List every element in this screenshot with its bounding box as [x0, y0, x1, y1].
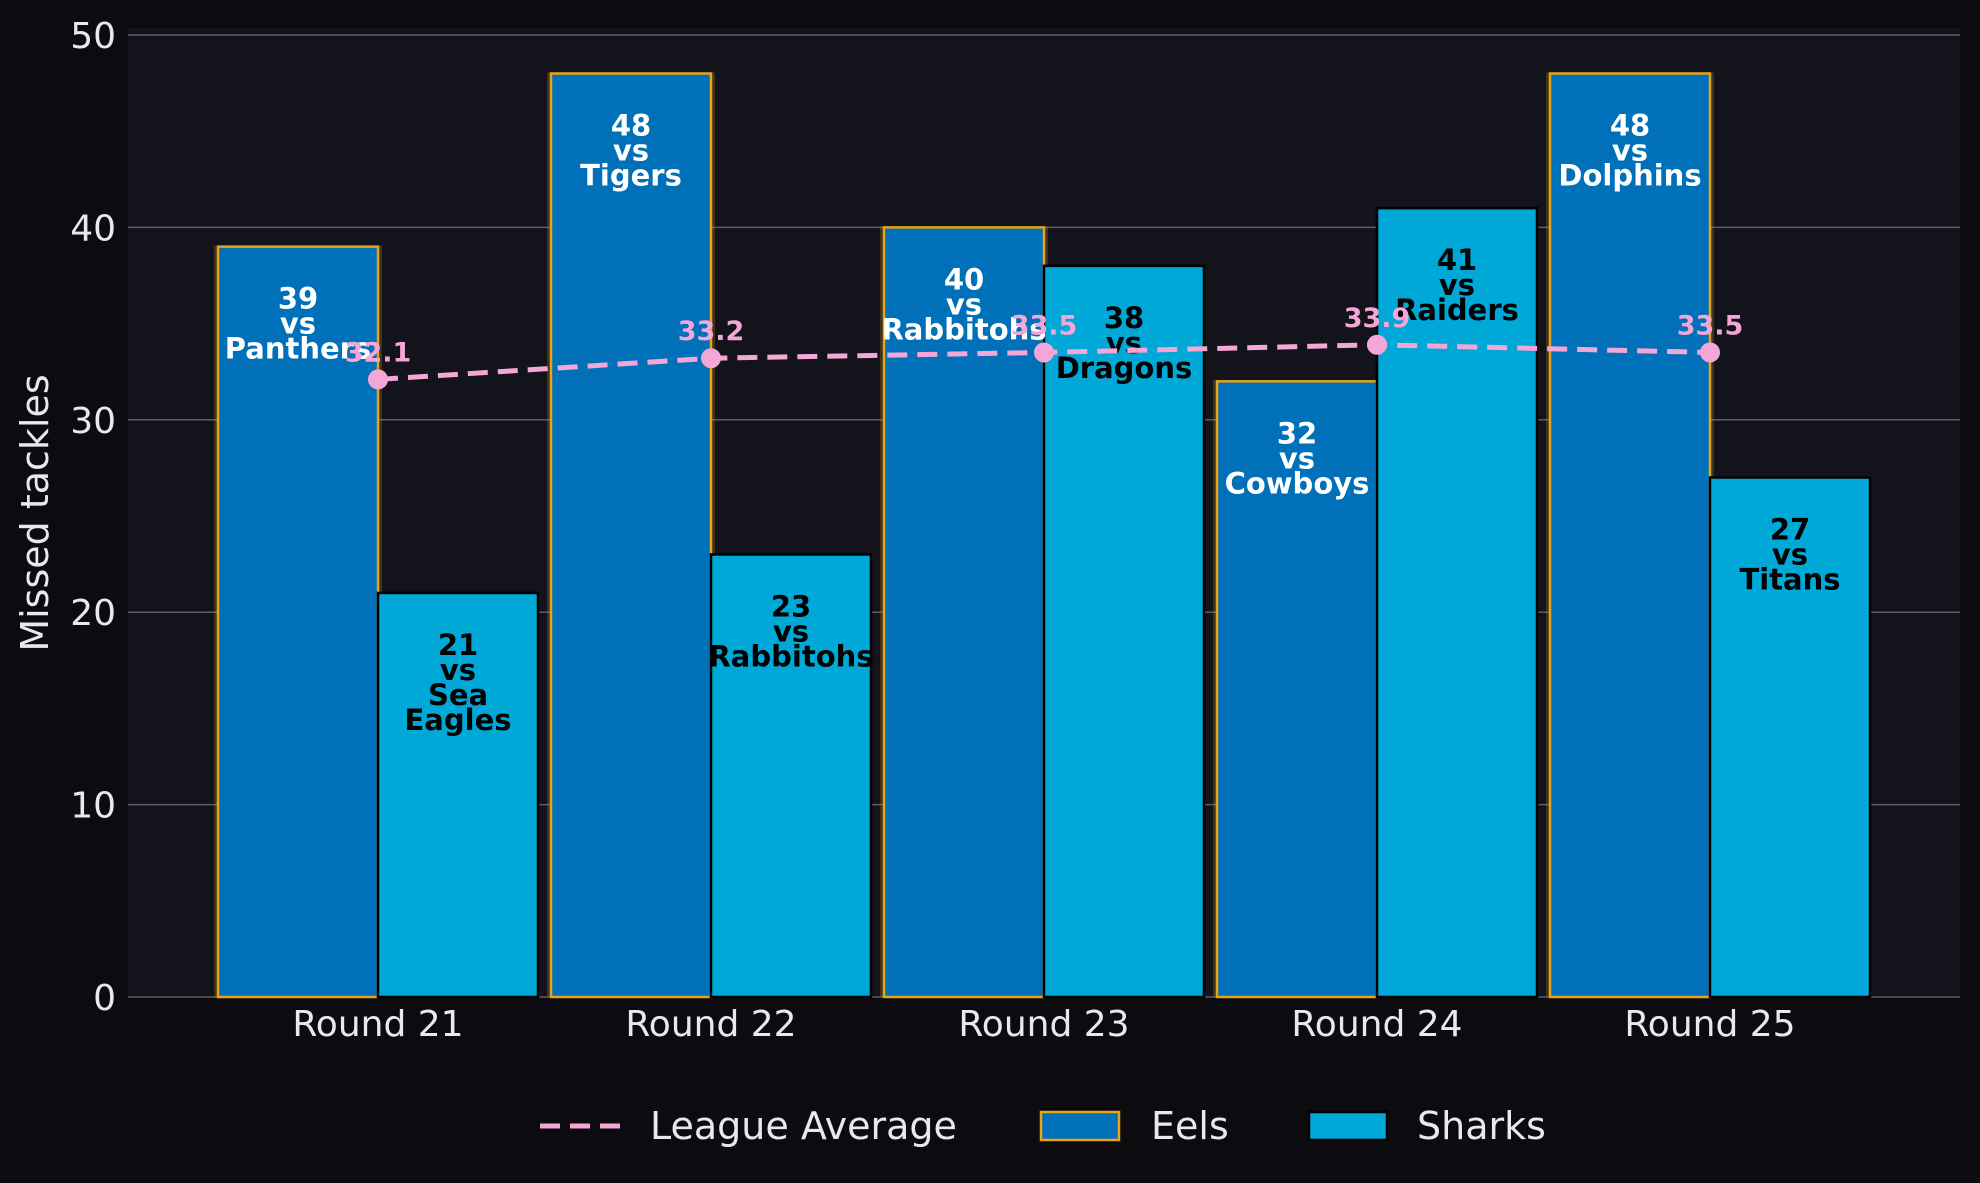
sharks-bar-label-4-line-0: 41	[1437, 243, 1477, 277]
league-average-point-3	[1034, 342, 1054, 363]
eels-bar-label-3-line-2: Rabbitohs	[881, 312, 1046, 346]
eels-bar-label-3-line-1: vs	[946, 287, 982, 321]
y-tick-label-20: 20	[70, 593, 116, 634]
legend-swatch-sharks	[1307, 1110, 1389, 1142]
eels-bar-label-4-line-1: vs	[1279, 441, 1315, 475]
sharks-bar-label-1-line-3: Eagles	[404, 703, 511, 737]
eels-bar-label-5-line-2: Dolphins	[1558, 158, 1701, 192]
league-average-label-1: 32.1	[345, 337, 412, 368]
sharks-bar-label-1-line-1: vs	[440, 653, 476, 687]
league-average-label-4: 33.9	[1344, 303, 1411, 334]
sharks-bar-label-3-line-2: Dragons	[1056, 351, 1193, 385]
sharks-bar-label-2-line-1: vs	[773, 614, 809, 648]
league-average-label-5: 33.5	[1677, 310, 1744, 341]
sharks-bar-label-5-line-0: 27	[1770, 513, 1810, 547]
y-axis-title: Missed tackles	[13, 374, 57, 651]
x-tick-label-1: Round 21	[292, 1004, 463, 1045]
league-average-point-2	[701, 348, 721, 369]
eels-bar-label-4-line-2: Cowboys	[1225, 466, 1370, 500]
legend-swatch-eels	[1039, 1110, 1121, 1142]
x-tick-label-4: Round 24	[1291, 1004, 1462, 1045]
bars	[214, 72, 1872, 999]
sharks-bar-label-4-line-1: vs	[1439, 268, 1475, 302]
eels-bar-round-2	[549, 72, 713, 999]
eels-bar-label-2-line-1: vs	[613, 133, 649, 167]
legend-label-eels: Eels	[1151, 1104, 1229, 1148]
eels-bar-round-5	[1548, 72, 1712, 999]
eels-bar-label-5-line-1: vs	[1612, 133, 1648, 167]
sharks-bar-label-3-line-0: 38	[1104, 301, 1144, 335]
sharks-bar-label-2-line-2: Rabbitohs	[708, 639, 873, 673]
sharks-bar-round-5	[1708, 476, 1872, 999]
legend-label-league-average: League Average	[650, 1104, 957, 1148]
sharks-bar-label-3-line-1: vs	[1106, 326, 1142, 360]
eels-bar-label-1-line-2: Panthers	[225, 332, 371, 366]
league-average-point-4	[1367, 334, 1387, 355]
x-tick-label-2: Round 22	[625, 1004, 796, 1045]
y-tick-label-40: 40	[70, 208, 116, 249]
sharks-bar-label-4-line-2: Raiders	[1395, 293, 1519, 327]
x-tick-label-5: Round 25	[1624, 1004, 1795, 1045]
eels-bar-label-5-line-0: 48	[1610, 108, 1650, 142]
eels-bar-label-2-line-2: Tigers	[580, 158, 682, 192]
league-average-point-1	[368, 369, 388, 390]
y-tick-label-30: 30	[70, 401, 116, 442]
sharks-bar-round-3	[1042, 264, 1206, 999]
eels-bar-label-4-line-0: 32	[1277, 416, 1317, 450]
legend-label-sharks: Sharks	[1417, 1104, 1546, 1148]
eels-bar-label-1-line-1: vs	[280, 307, 316, 341]
y-axis-ticks: 0 10 20 30 40 50	[70, 16, 116, 1019]
league-average-series: 32.1 33.2 33.5 33.9 33.5	[345, 303, 1744, 390]
y-tick-label-50: 50	[70, 16, 116, 57]
eels-bar-label-2-line-0: 48	[611, 108, 651, 142]
eels-bar-label-3-line-0: 40	[944, 262, 984, 296]
sharks-bar-label-1-line-0: 21	[438, 628, 478, 662]
x-tick-label-3: Round 23	[958, 1004, 1129, 1045]
sharks-bar-label-1-line-2: Sea	[428, 678, 488, 712]
sharks-bar-label-5-line-1: vs	[1772, 538, 1808, 572]
eels-bar-label-1-line-0: 39	[278, 282, 318, 316]
y-tick-label-10: 10	[70, 786, 116, 827]
legend: League Average Eels Sharks	[540, 1104, 1546, 1148]
sharks-bar-round-1	[376, 591, 540, 999]
sharks-bar-label-2-line-0: 23	[771, 589, 811, 623]
bar-labels: 39vsPanthers21vsSeaEagles48vsTigers23vsR…	[225, 108, 1841, 736]
sharks-bar-round-2	[709, 553, 873, 999]
x-axis-ticks: Round 21 Round 22 Round 23 Round 24 Round 25	[292, 1004, 1795, 1045]
league-average-label-2: 33.2	[678, 316, 745, 347]
league-average-point-5	[1700, 342, 1720, 363]
league-average-label-3: 33.5	[1011, 310, 1078, 341]
y-tick-label-0: 0	[93, 978, 116, 1019]
sharks-bar-label-5-line-2: Titans	[1739, 563, 1840, 597]
sharks-bar-round-4	[1375, 206, 1539, 999]
eels-bar-round-1	[216, 245, 380, 999]
